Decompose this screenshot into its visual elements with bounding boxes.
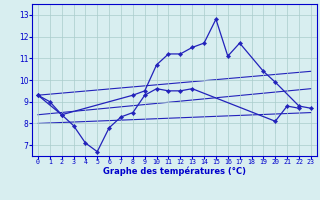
X-axis label: Graphe des températures (°C): Graphe des températures (°C) [103,167,246,176]
